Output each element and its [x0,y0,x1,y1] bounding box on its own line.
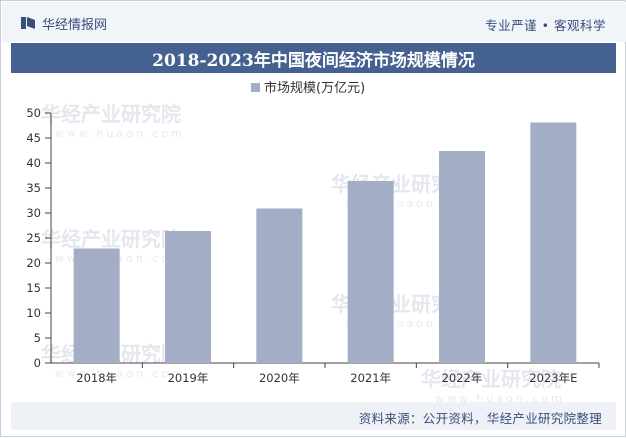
brand-name: 华经情报网 [42,17,108,33]
bar [256,208,303,363]
bar [439,151,485,363]
x-tick-label: 2019年 [168,371,209,385]
y-tick-label: 15 [26,281,41,295]
y-tick-label: 25 [26,231,41,245]
chart-title: 2018-2023年中国夜间经济市场规模情况 [11,43,616,73]
legend-swatch [251,83,260,92]
y-tick-label: 50 [26,106,41,120]
x-tick-label: 2018年 [76,371,117,385]
bar [530,122,577,363]
legend-label: 市场规模(万亿元) [264,80,365,96]
watermark-text: 华经产业研究院 [421,367,561,391]
y-tick-label: 0 [34,356,41,370]
x-tick-label: 2020年 [259,371,300,385]
y-tick-label: 20 [26,256,41,270]
top-bar: 华经情报网 专业严谨 • 客观科学 [2,2,626,42]
source-note: 资料来源：公开资料，华经产业研究院整理 [358,411,602,426]
y-tick-label: 5 [34,331,41,345]
brand: 华经情报网 [20,13,107,33]
brand-logo-icon [21,17,35,29]
y-tick-label: 30 [26,206,41,220]
watermark-url: www.huaon.com [55,367,185,380]
watermark-url: www.huaon.com [55,127,185,140]
watermark-url: www.huaon.com [435,392,565,405]
footer: 资料来源：公开资料，华经产业研究院整理 [11,402,616,430]
watermark-text: 华经产业研究院 [41,102,181,126]
x-tick-label: 2021年 [350,371,391,385]
y-tick-label: 40 [26,156,41,170]
x-tick-label: 2022年 [442,371,483,385]
bar [165,231,211,363]
y-tick-label: 45 [26,131,41,145]
tagline: 专业严谨 • 客观科学 [485,15,606,34]
tagline-left: 专业严谨 [485,18,538,33]
tagline-right: 客观科学 [553,18,606,33]
watermark-text: 华经产业研究院 [41,227,181,251]
bar [73,248,120,363]
y-tick-label: 10 [26,306,41,320]
bullet-icon: • [541,18,554,33]
bar [347,181,394,363]
y-tick-label: 35 [26,181,41,195]
x-tick-label: 2023年E [529,371,577,385]
